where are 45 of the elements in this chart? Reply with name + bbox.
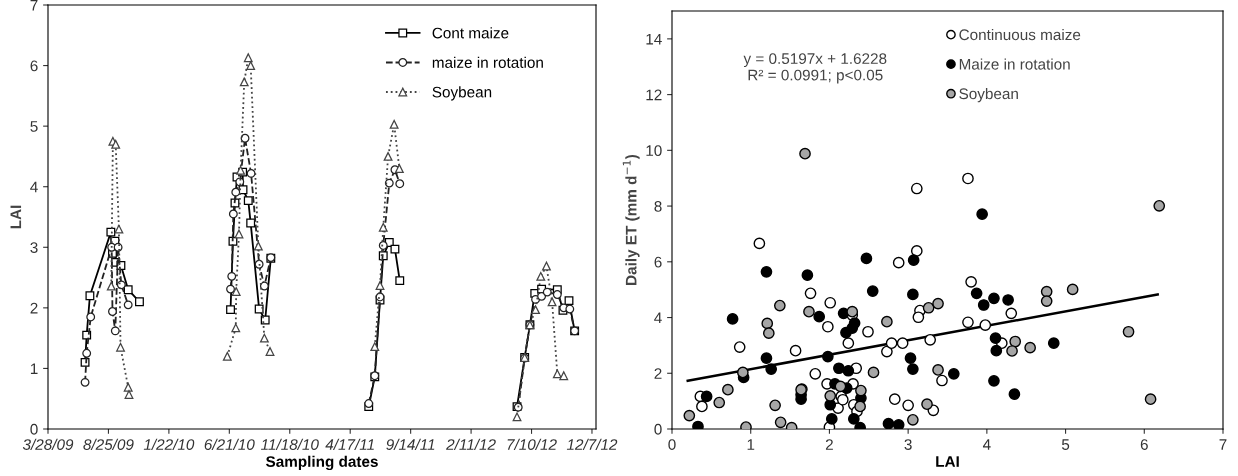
y-tick-label: 0 [30,423,38,435]
x-tick-label: 9/14/11 [386,438,435,450]
legend-label: Soybean [432,86,492,101]
x-tick-label: 11/18/10 [260,438,319,450]
legend-label: Cont maize [432,27,509,39]
x-tick-label: 12/7/12 [566,438,618,450]
y-tick-label: 10 [646,145,662,157]
y-tick-label: 7 [30,0,38,11]
x-tick-label: 8/25/09 [83,438,134,450]
x-tick-label: 7 [1219,439,1227,450]
x-tick-label: 2 [825,439,833,450]
y-tick-label: 3 [30,242,38,253]
y-tick-label: 14 [646,33,662,45]
x-tick-label: 1 [747,439,755,450]
y-tick-label: 4 [654,312,662,324]
legend-label: Maize in rotation [959,58,1070,70]
x-tick-label: 3 [904,439,912,450]
x-tick-label: 0 [668,439,676,450]
y-tick-label: 4 [30,181,38,193]
y-axis-title: LAI [10,205,22,229]
annotation: y = 0.5197x + 1.6228 R² = 0.0991; p<0.05 [743,53,887,84]
x-tick-label: 4 [982,439,991,450]
legend-label: Soybean [959,87,1018,103]
x-axis-title: LAI [936,456,959,467]
x-tick-label: 7/10/12 [507,438,557,450]
y-tick-label: 8 [654,200,662,212]
y-tick-label: 5 [30,121,38,132]
y-axis-title: Daily ET (mm d$^{−1}$) [622,154,640,285]
y-tick-label: 1 [30,363,38,374]
y-tick-label: 6 [30,60,38,72]
x-axis-title: Sampling dates [265,455,378,471]
x-tick-label: 6 [1140,439,1148,450]
x-tick-label: 5 [1061,439,1070,450]
x-tick-label: 2/11/12 [446,438,496,450]
x-tick-label: 1/22/10 [143,438,195,450]
x-tick-label: 6/21/10 [204,438,255,450]
legend-label: maize in rotation [432,56,543,68]
y-tick-label: 12 [646,89,662,101]
y-tick-label: 2 [30,302,38,314]
x-tick-label: 4/17/11 [325,438,374,450]
y-tick-label: 2 [654,368,662,379]
legend-label: Continuous maize [959,28,1081,41]
x-tick-label: 3/28/09 [22,438,74,450]
y-tick-label: 6 [654,256,662,268]
y-tick-label: 0 [654,423,662,435]
